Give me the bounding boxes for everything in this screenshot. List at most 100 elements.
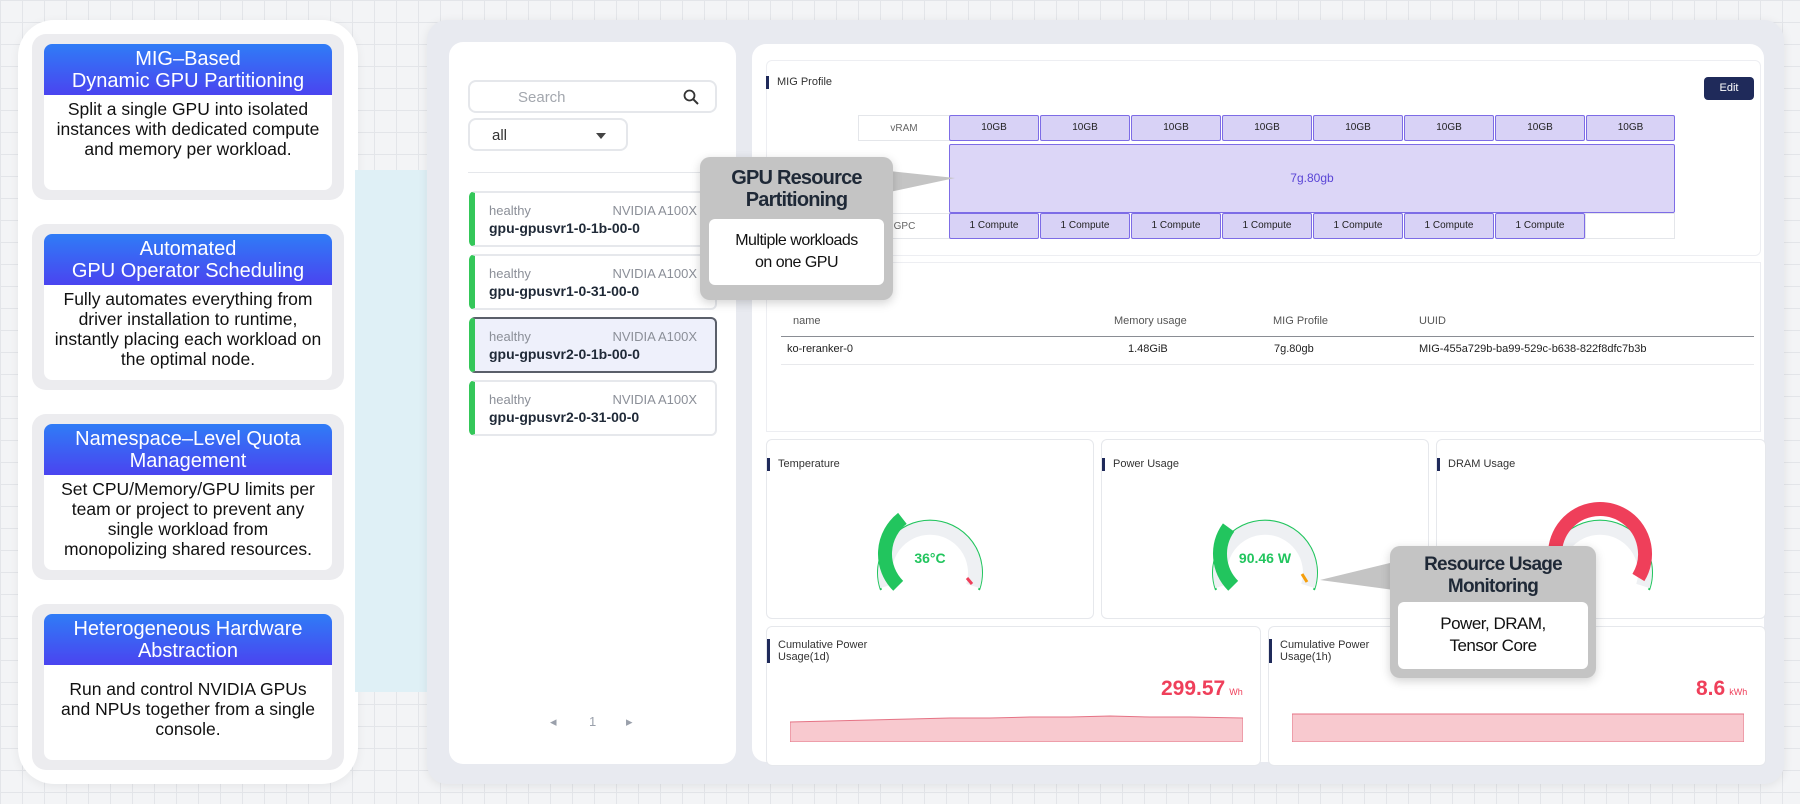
vram-cell: 10GB <box>1313 115 1403 141</box>
callout-title-line: Resource Usage <box>1424 554 1563 575</box>
cumulative-day-unit: Wh <box>1229 687 1243 697</box>
table-cell-uuid: MIG-455a729b-ba99-529c-b638-822f8dfc7b3b <box>1419 343 1647 355</box>
gpu-name: gpu-gpusvr1-0-31-00-0 <box>489 283 640 299</box>
feature-card-hardware: Heterogeneous Hardware Abstraction Run a… <box>32 604 344 770</box>
search-icon[interactable] <box>683 89 699 105</box>
table-cell-profile: 7g.80gb <box>1274 343 1314 355</box>
column-header-profile: MIG Profile <box>1273 315 1329 327</box>
pager-page-number[interactable]: 1 <box>589 714 597 729</box>
search-input[interactable]: Search <box>468 80 717 113</box>
dram-usage-title: DRAM Usage <box>1437 458 1515 471</box>
gpu-list-item-selected[interactable]: healthy NVIDIA A100X gpu-gpusvr2-0-1b-00… <box>469 317 717 373</box>
vram-cell: 10GB <box>1131 115 1221 141</box>
feature-title: Automated GPU Operator Scheduling <box>44 234 332 285</box>
gpu-status: healthy <box>489 203 531 218</box>
process-table <box>766 262 1761 432</box>
feature-title-line: Automated <box>139 238 237 260</box>
vram-row-label: vRAM <box>858 115 950 141</box>
filter-value: all <box>492 127 508 144</box>
gpc-cell: 1 Compute <box>949 213 1039 239</box>
power-usage-value: 90.46 W <box>1238 550 1292 566</box>
gpc-cell: 1 Compute <box>1222 213 1312 239</box>
gpu-status: healthy <box>489 329 531 344</box>
feature-description: Fully automates everything from driver i… <box>54 289 322 369</box>
column-header-uuid: UUID <box>1419 315 1446 327</box>
feature-card-quota: Namespace–Level Quota Management Set CPU… <box>32 414 344 580</box>
callout-body-line: Tensor Core <box>1449 636 1537 655</box>
callout-title-line: Partitioning <box>745 189 848 211</box>
callout-title-line: GPU Resource <box>731 167 862 189</box>
gpc-cell: 1 Compute <box>1404 213 1494 239</box>
vram-cell: 10GB <box>949 115 1039 141</box>
callout-title: Resource Usage Monitoring <box>1390 554 1596 598</box>
callout-pointer <box>880 170 955 194</box>
gpu-status: healthy <box>489 392 531 407</box>
vram-cell: 10GB <box>1404 115 1494 141</box>
gpc-cell: 1 Compute <box>1313 213 1403 239</box>
filter-select[interactable]: all <box>468 118 628 151</box>
vram-cell: 10GB <box>1586 115 1675 141</box>
callout-body-line: Multiple workloads <box>735 232 858 249</box>
gpu-name: gpu-gpusvr2-0-31-00-0 <box>489 409 640 425</box>
gpc-cell: 1 Compute <box>1495 213 1585 239</box>
edit-button[interactable]: Edit <box>1704 77 1754 100</box>
callout-body-line: Power, DRAM, <box>1440 614 1546 633</box>
callout-gpu-partitioning: GPU Resource Partitioning Multiple workl… <box>700 157 893 300</box>
cumulative-day-title-line: Usage(1d) <box>778 651 830 663</box>
power-usage-gauge <box>1212 519 1318 591</box>
gpu-list-item[interactable]: healthy NVIDIA A100X gpu-gpusvr1-0-31-00… <box>469 254 717 310</box>
column-header-name: name <box>793 315 821 327</box>
header-divider <box>781 336 1754 337</box>
vram-cell: 10GB <box>1495 115 1585 141</box>
mig-instance-block[interactable]: 7g.80gb <box>949 144 1675 213</box>
cumulative-power-day-card: Cumulative Power Usage(1d) <box>766 626 1261 766</box>
search-placeholder: Search <box>518 89 566 106</box>
cumulative-day-value: 299.57 Wh <box>1161 677 1243 701</box>
gpc-cell: 1 Compute <box>1131 213 1221 239</box>
callout-body: Multiple workloads on one GPU <box>709 219 884 285</box>
pager-prev-icon[interactable]: ◂ <box>550 714 557 729</box>
callout-pointer <box>1320 562 1394 590</box>
gpu-model: NVIDIA A100X <box>612 203 697 218</box>
temperature-gauge-fill <box>878 512 907 591</box>
gpu-list-item[interactable]: healthy NVIDIA A100X gpu-gpusvr1-0-1b-00… <box>469 191 717 247</box>
feature-title-line: MIG–Based <box>135 48 241 70</box>
gpc-empty-slot <box>1585 213 1675 239</box>
temperature-title: Temperature <box>767 458 840 471</box>
temperature-gauge <box>877 512 983 591</box>
row-divider <box>781 364 1754 365</box>
chevron-down-icon <box>596 133 606 139</box>
feature-title-line: Dynamic GPU Partitioning <box>71 70 305 92</box>
gpu-status: healthy <box>489 266 531 281</box>
cumulative-hour-value: 8.6 kWh <box>1696 677 1747 701</box>
cumulative-hour-title-line: Usage(1h) <box>1280 651 1332 663</box>
cumulative-day-number: 299.57 <box>1161 677 1226 700</box>
power-usage-gauge-fill <box>1213 523 1239 591</box>
cumulative-hour-sparkline <box>1292 713 1744 742</box>
vram-cell: 10GB <box>1222 115 1312 141</box>
vram-cell: 10GB <box>1040 115 1130 141</box>
gpu-name: gpu-gpusvr2-0-1b-00-0 <box>489 346 640 362</box>
mig-profile-title: MIG Profile <box>766 76 832 89</box>
power-usage-title: Power Usage <box>1102 458 1179 471</box>
table-cell-name: ko-reranker-0 <box>787 343 854 355</box>
table-cell-memory: 1.48GiB <box>1128 343 1168 355</box>
cumulative-hour-title-line: Cumulative Power <box>1280 639 1370 651</box>
divider <box>468 172 717 173</box>
pager-next-icon[interactable]: ▸ <box>626 714 633 729</box>
feature-title-line: Namespace–Level Quota <box>75 428 301 450</box>
gpu-list-item[interactable]: healthy NVIDIA A100X gpu-gpusvr2-0-31-00… <box>469 380 717 436</box>
callout-body-line: on one GPU <box>754 254 839 271</box>
cumulative-day-title-line: Cumulative Power <box>778 639 868 651</box>
gpu-model: NVIDIA A100X <box>612 266 697 281</box>
feature-title: Namespace–Level Quota Management <box>44 424 332 475</box>
callout-resource-monitoring: Resource Usage Monitoring Power, DRAM, T… <box>1390 546 1596 678</box>
feature-title-line: Abstraction <box>137 640 239 662</box>
temperature-value: 36°C <box>914 550 946 566</box>
connector-strip <box>355 170 435 692</box>
feature-card-scheduling: Automated GPU Operator Scheduling Fully … <box>32 224 344 390</box>
feature-title-line: Management <box>129 450 247 472</box>
cumulative-hour-unit: kWh <box>1729 687 1748 697</box>
callout-body: Power, DRAM, Tensor Core <box>1398 602 1588 669</box>
feature-title-line: GPU Operator Scheduling <box>71 260 305 282</box>
